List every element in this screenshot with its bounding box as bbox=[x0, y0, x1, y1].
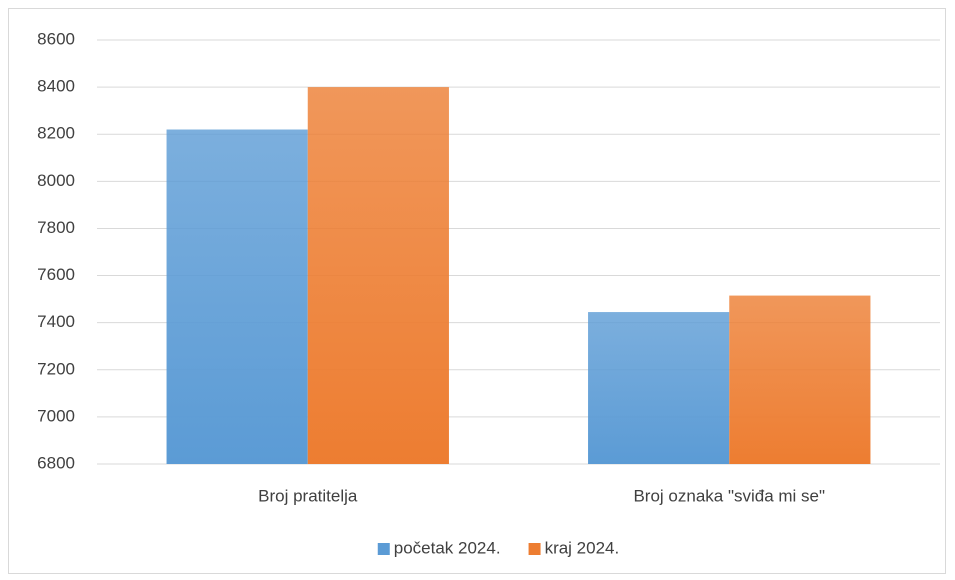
bar bbox=[729, 295, 871, 464]
y-tick-label: 7400 bbox=[37, 312, 75, 331]
y-tick-label: 8600 bbox=[37, 29, 75, 48]
y-tick-label: 8400 bbox=[37, 77, 75, 96]
y-tick-label: 7000 bbox=[37, 406, 75, 425]
legend-swatch bbox=[377, 543, 390, 555]
y-tick-label: 6800 bbox=[37, 453, 75, 472]
y-tick-label: 7800 bbox=[37, 218, 75, 237]
legend-item: kraj 2024. bbox=[528, 538, 620, 557]
y-tick-label: 8000 bbox=[37, 171, 75, 190]
legend-swatch bbox=[528, 543, 541, 555]
y-tick-label: 7600 bbox=[37, 265, 75, 284]
bar bbox=[588, 312, 730, 464]
legend-label: kraj 2024. bbox=[545, 538, 620, 557]
y-tick-label: 8200 bbox=[37, 124, 75, 143]
legend-label: početak 2024. bbox=[394, 538, 501, 557]
x-tick-label: Broj pratitelja bbox=[258, 486, 358, 505]
chart-frame bbox=[8, 8, 946, 574]
legend-item: početak 2024. bbox=[377, 538, 501, 557]
bar bbox=[166, 129, 308, 464]
x-tick-label: Broj oznaka "sviđa mi se" bbox=[633, 486, 825, 505]
y-tick-label: 7200 bbox=[37, 359, 75, 378]
bar bbox=[307, 87, 449, 464]
